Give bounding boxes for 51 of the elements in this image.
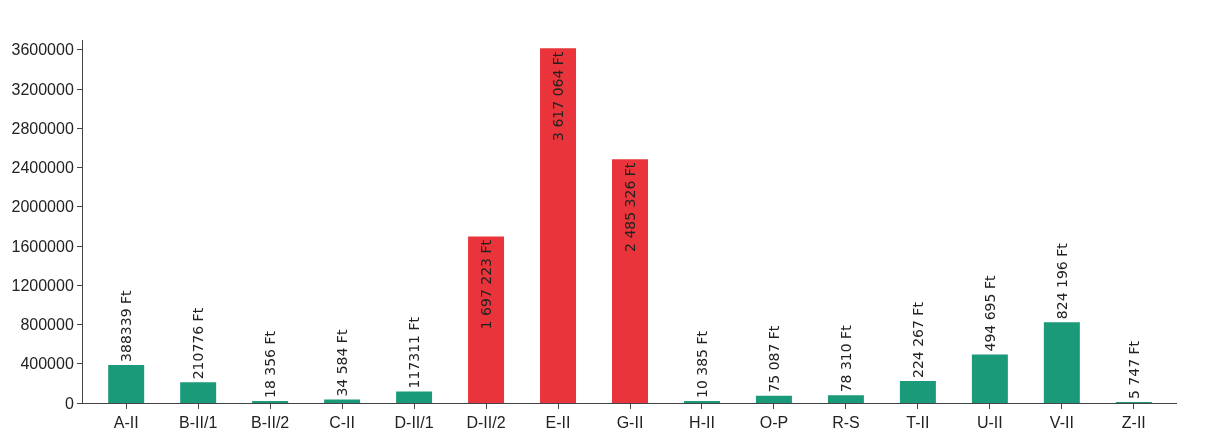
y-tick-label: 1600000 — [11, 237, 74, 255]
data-label: 210776 Ft — [190, 307, 207, 380]
x-tick-label: O-P — [759, 414, 789, 432]
data-label: 78 310 Ft — [837, 324, 854, 393]
x-tick-label: A-II — [113, 414, 139, 432]
data-label: 494 695 Ft — [981, 275, 998, 352]
x-tick-label: U-II — [976, 414, 1003, 432]
x-tick-label: B-II/1 — [179, 414, 218, 432]
y-tick-label: 0 — [64, 394, 74, 412]
bar — [1043, 322, 1080, 403]
bar — [396, 391, 433, 403]
bar — [468, 236, 505, 403]
y-tick-label: 1200000 — [11, 276, 74, 294]
bar — [827, 395, 864, 403]
data-label: 824 196 Ft — [1053, 242, 1070, 320]
y-tick-label: 2400000 — [11, 159, 74, 177]
x-tick-label: B-II/2 — [251, 414, 290, 432]
y-tick-label: 2000000 — [11, 198, 74, 216]
bar — [108, 364, 145, 403]
data-label: 3 617 064 Ft — [550, 51, 567, 141]
data-label: 75 087 Ft — [765, 325, 782, 393]
bar — [899, 381, 936, 403]
bar — [180, 382, 217, 403]
data-label: 117311 Ft — [406, 316, 423, 389]
data-label: 34 584 Ft — [334, 329, 351, 397]
x-tick-label: R-S — [832, 414, 860, 432]
x-tick-label: C-II — [329, 414, 355, 432]
x-tick-label: E-II — [545, 414, 571, 432]
x-tick-label: T-II — [906, 414, 930, 432]
data-label: 18 356 Ft — [262, 330, 279, 398]
data-label: 5 747 Ft — [1125, 340, 1142, 399]
bar — [540, 48, 577, 403]
data-label: 224 267 Ft — [909, 301, 926, 378]
y-tick-label: 400000 — [20, 355, 74, 373]
data-label: 1 697 223 Ft — [478, 239, 495, 330]
x-tick-label: Z-II — [1121, 414, 1146, 432]
x-tick-label: V-II — [1049, 414, 1074, 432]
data-label: 2 485 326 Ft — [622, 162, 638, 252]
data-label: 388339 Ft — [118, 289, 135, 362]
y-tick-label: 3600000 — [11, 41, 74, 59]
y-tick-label: 800000 — [20, 316, 74, 334]
x-tick-label: D-II/1 — [394, 414, 434, 432]
x-tick-label: H-II — [689, 414, 715, 432]
x-tick-label: D-II/2 — [466, 414, 506, 432]
bar — [755, 395, 792, 403]
y-tick-label: 3200000 — [11, 80, 74, 98]
bar — [971, 354, 1008, 403]
data-label: 10 385 Ft — [693, 330, 710, 398]
x-tick-label: G-II — [616, 414, 644, 432]
y-tick-label: 2800000 — [11, 119, 74, 137]
bar — [612, 159, 648, 403]
